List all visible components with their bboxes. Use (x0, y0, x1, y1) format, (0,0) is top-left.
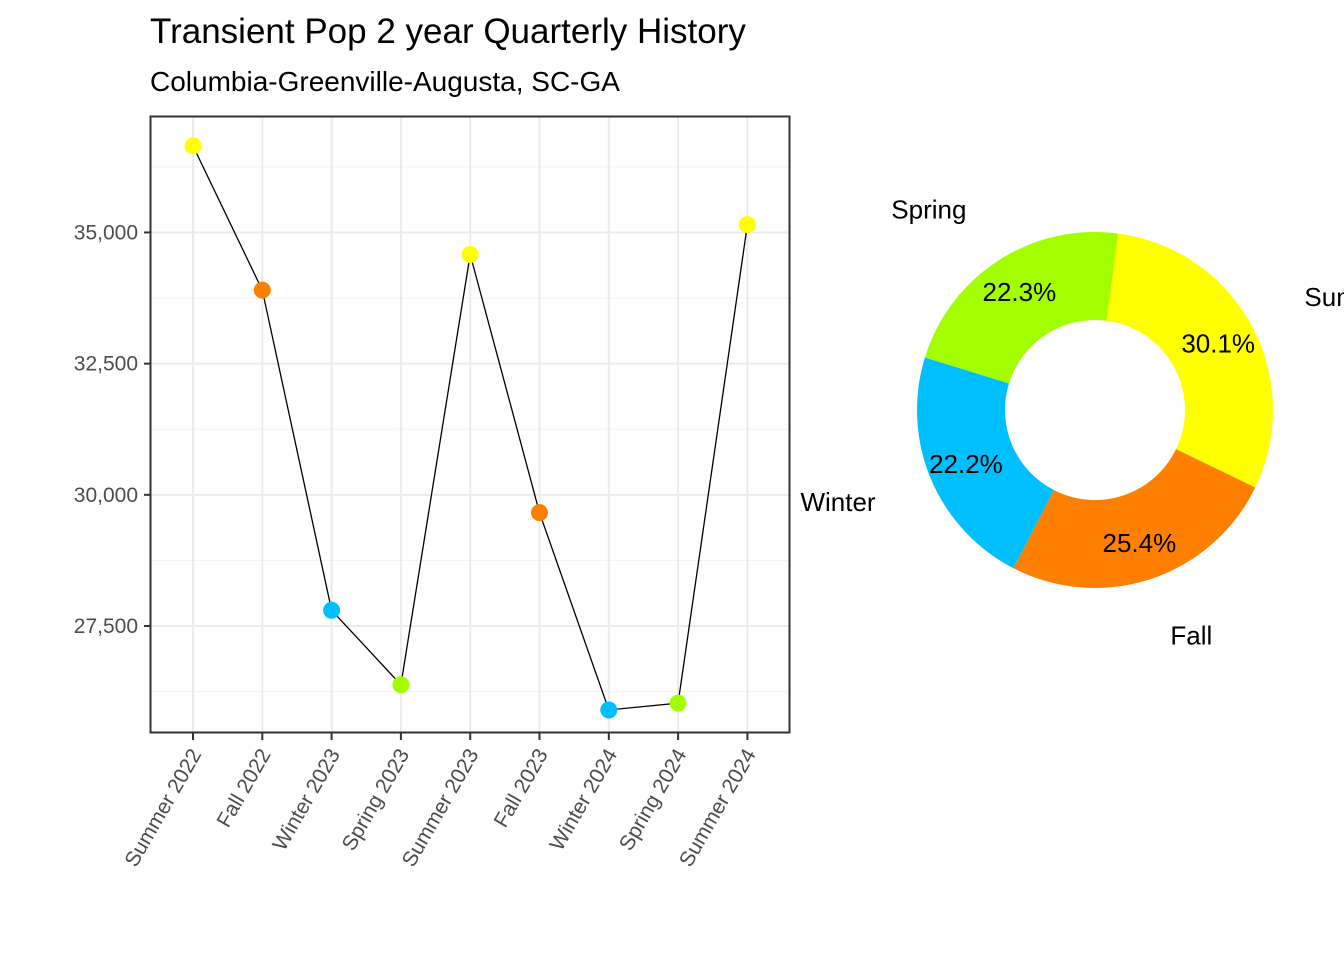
donut-category-label: Winter (800, 487, 875, 517)
donut-category-label: Spring (891, 195, 966, 225)
data-point (392, 676, 410, 694)
data-point (323, 601, 341, 619)
data-points-layer (184, 137, 756, 719)
y-tick-label: 27,500 (74, 615, 138, 638)
y-tick-label: 30,000 (74, 484, 138, 507)
chart-subtitle: Columbia-Greenville-Augusta, SC-GA (150, 66, 620, 97)
donut-percent-label: 25.4% (1102, 528, 1176, 558)
data-point (738, 216, 756, 234)
y-axis-ticks: 27,500 30,000 32,500 35,000 (74, 221, 151, 638)
donut-slices (917, 232, 1274, 589)
data-point (531, 504, 548, 522)
donut-slice-fall (1013, 449, 1256, 589)
plot-panel-border (149, 115, 791, 734)
data-point (669, 694, 687, 712)
data-point (184, 137, 202, 155)
y-tick-label: 35,000 (74, 221, 138, 244)
y-tick-label: 32,500 (74, 353, 138, 376)
donut-slice-spring (924, 232, 1119, 384)
donut-percent-label: 30.1% (1181, 328, 1255, 358)
donut-percent-label: 22.2% (929, 449, 1003, 479)
data-point (600, 701, 618, 719)
data-point (253, 281, 271, 299)
donut-slice-winter (917, 357, 1054, 569)
donut-percent-label: 22.3% (983, 277, 1057, 307)
chart-title: Transient Pop 2 year Quarterly History (150, 12, 746, 51)
donut-category-label: Fall (1170, 621, 1212, 651)
donut-slice-summer (1106, 233, 1274, 488)
donut-category-label: Summer (1304, 282, 1344, 312)
major-gridlines (151, 117, 789, 732)
data-point (461, 245, 479, 263)
donut-percent-labels: 30.1% 25.4% 22.2% 22.3% (929, 277, 1255, 558)
donut-category-labels: Summer Fall Winter Spring (800, 195, 1344, 651)
